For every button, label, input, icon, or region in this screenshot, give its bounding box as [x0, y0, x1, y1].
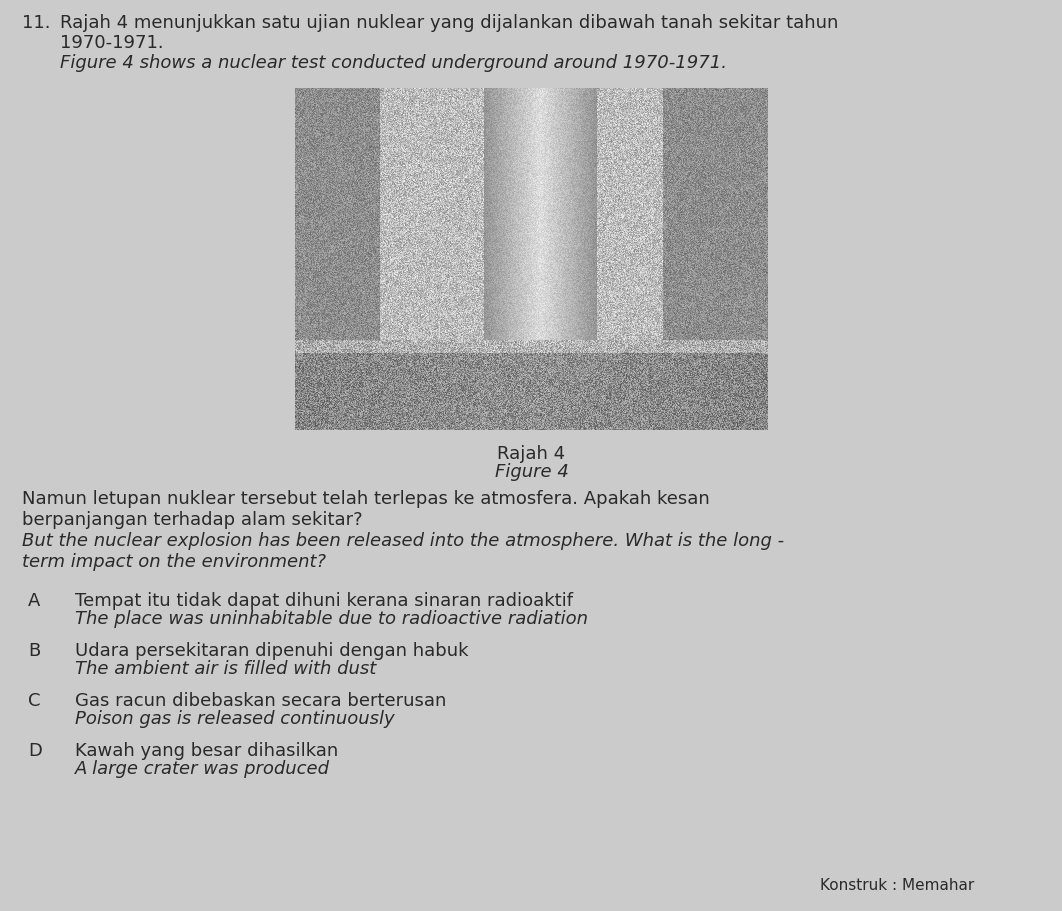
- Text: term impact on the environment?: term impact on the environment?: [22, 553, 326, 571]
- Text: Udara persekitaran dipenuhi dengan habuk: Udara persekitaran dipenuhi dengan habuk: [75, 642, 468, 660]
- Text: Tempat itu tidak dapat dihuni kerana sinaran radioaktif: Tempat itu tidak dapat dihuni kerana sin…: [75, 592, 573, 610]
- Text: B: B: [28, 642, 40, 660]
- Text: Figure 4: Figure 4: [495, 463, 568, 481]
- Text: Konstruk : Memahar: Konstruk : Memahar: [820, 878, 974, 893]
- Text: Figure 4 shows a nuclear test conducted underground around 1970-1971.: Figure 4 shows a nuclear test conducted …: [59, 54, 727, 72]
- Text: C: C: [28, 692, 40, 710]
- Text: 1970-1971.: 1970-1971.: [59, 34, 164, 52]
- Text: 11.: 11.: [22, 14, 51, 32]
- Text: A: A: [28, 592, 40, 610]
- Text: Rajah 4 menunjukkan satu ujian nuklear yang dijalankan dibawah tanah sekitar tah: Rajah 4 menunjukkan satu ujian nuklear y…: [59, 14, 838, 32]
- Text: Poison gas is released continuously: Poison gas is released continuously: [75, 710, 395, 728]
- Text: berpanjangan terhadap alam sekitar?: berpanjangan terhadap alam sekitar?: [22, 511, 362, 529]
- Text: Kawah yang besar dihasilkan: Kawah yang besar dihasilkan: [75, 742, 339, 760]
- Text: A large crater was produced: A large crater was produced: [75, 760, 330, 778]
- Text: Gas racun dibebaskan secara berterusan: Gas racun dibebaskan secara berterusan: [75, 692, 446, 710]
- Text: D: D: [28, 742, 41, 760]
- Text: Namun letupan nuklear tersebut telah terlepas ke atmosfera. Apakah kesan: Namun letupan nuklear tersebut telah ter…: [22, 490, 709, 508]
- Text: Rajah 4: Rajah 4: [497, 445, 566, 463]
- Text: The place was uninhabitable due to radioactive radiation: The place was uninhabitable due to radio…: [75, 610, 588, 628]
- Text: But the nuclear explosion has been released into the atmosphere. What is the lon: But the nuclear explosion has been relea…: [22, 532, 784, 550]
- Text: The ambient air is filled with dust: The ambient air is filled with dust: [75, 660, 376, 678]
